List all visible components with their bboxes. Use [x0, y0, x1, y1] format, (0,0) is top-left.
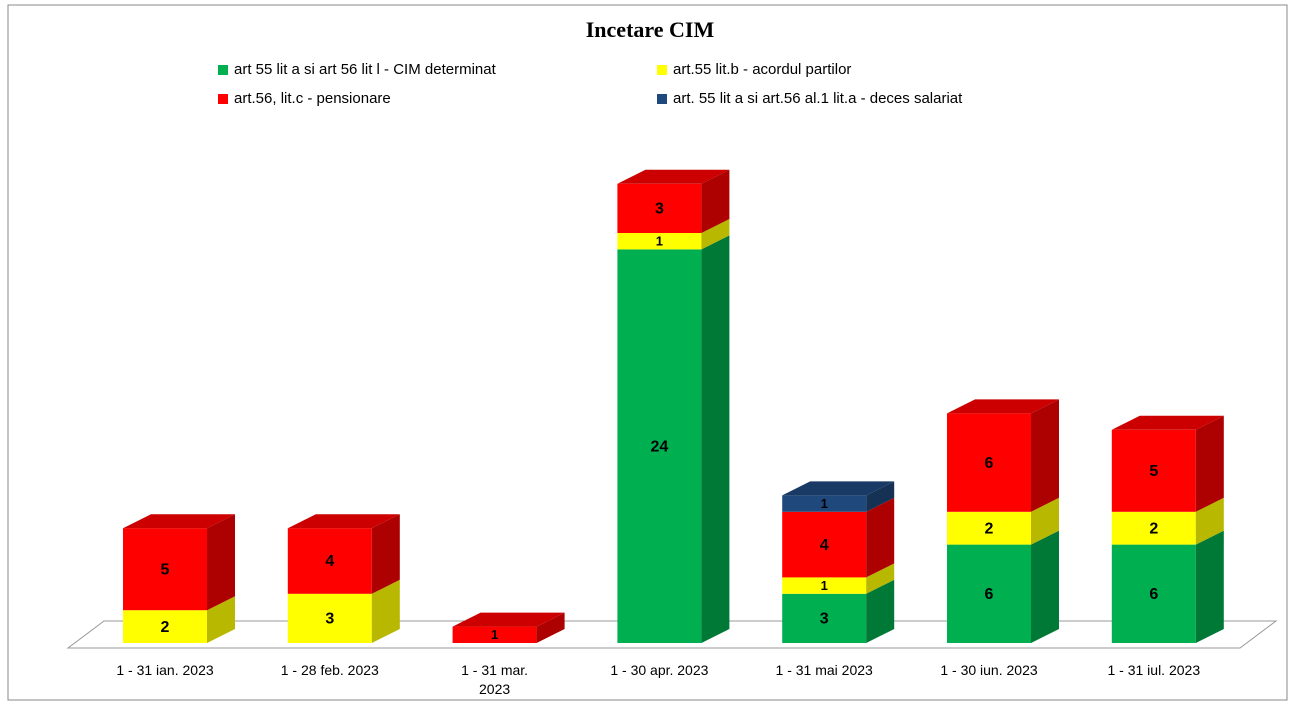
bar-side	[371, 514, 400, 594]
bar-side	[866, 579, 895, 643]
bar-segment	[1111, 544, 1196, 643]
bar-segment	[287, 528, 372, 594]
bar-side	[1031, 530, 1059, 643]
bar-segment	[452, 626, 537, 643]
x-tick-label: 1 - 28 feb. 2023	[280, 662, 379, 678]
bar-segment	[1111, 429, 1196, 512]
bar-top	[947, 399, 1059, 414]
data-label: 6	[985, 455, 994, 472]
bar-side	[1031, 497, 1059, 545]
data-label: 5	[161, 561, 170, 578]
legend-swatch	[218, 65, 228, 75]
bar-segment	[617, 233, 702, 250]
x-tick-label: 1 - 31 iul. 2023	[1107, 662, 1201, 678]
data-label: 24	[651, 438, 669, 455]
data-label: 1	[656, 234, 663, 249]
data-label: 4	[820, 537, 829, 554]
legend-label: art 55 lit a si art 56 lit l - CIM deter…	[234, 61, 497, 78]
x-tick-label: 1 - 31 ian. 2023	[116, 662, 214, 678]
bar-side	[701, 235, 730, 643]
bar-segment	[782, 495, 867, 512]
data-label: 6	[1149, 586, 1158, 603]
bar-segment	[617, 183, 702, 233]
bar-segment	[782, 593, 867, 643]
data-label: 3	[325, 611, 334, 628]
x-tick-label: 1 - 31 mar. 2023	[461, 662, 529, 697]
bar-side	[1031, 399, 1059, 512]
bar-side	[536, 612, 565, 643]
bar-side	[371, 579, 400, 643]
x-tick-label: 1 - 30 apr. 2023	[610, 662, 709, 678]
bar-top	[287, 514, 400, 529]
data-label: 3	[655, 201, 664, 218]
legend-swatch	[218, 94, 228, 104]
bar-side	[701, 219, 730, 250]
data-label: 3	[820, 611, 829, 628]
data-label: 4	[325, 553, 334, 570]
data-label: 1	[491, 627, 498, 642]
bar-segment	[947, 544, 1031, 643]
bar-side	[1195, 415, 1224, 512]
bar-side	[701, 169, 730, 233]
legend-label: art.55 lit.b - acordul partilor	[673, 61, 851, 78]
bar-side	[1195, 497, 1224, 545]
bar-segment	[287, 593, 372, 643]
bar-segment	[947, 511, 1031, 545]
x-tick-label: 1 - 31 mai 2023	[775, 662, 873, 678]
bar-segment	[123, 610, 207, 643]
bar-side	[207, 596, 235, 643]
bar-segment	[123, 528, 207, 611]
legend-label: art.56, lit.c - pensionare	[234, 90, 391, 107]
bar-top	[617, 169, 730, 184]
bar-segment	[617, 249, 702, 643]
chart-title: Incetare CIM	[586, 17, 715, 42]
bar-segment	[947, 413, 1031, 512]
bar-top	[1111, 415, 1224, 430]
data-label: 2	[1149, 520, 1158, 537]
bar-top	[123, 514, 235, 529]
data-label: 2	[985, 520, 994, 537]
data-label: 5	[1149, 463, 1158, 480]
bar-side	[207, 514, 235, 611]
bar-side	[866, 563, 895, 594]
legend-swatch	[657, 94, 667, 104]
legend-label: art. 55 lit a si art.56 al.1 lit.a - dec…	[673, 90, 963, 107]
bar-segment	[782, 577, 867, 594]
bar-side	[1195, 530, 1224, 643]
data-label: 2	[161, 619, 170, 636]
bar-side	[866, 497, 895, 578]
data-label: 1	[821, 578, 828, 593]
bar-segment	[782, 511, 867, 578]
bar-top	[452, 612, 565, 627]
legend-swatch	[657, 65, 667, 75]
bar-side	[866, 481, 895, 512]
data-label: 1	[821, 496, 828, 511]
data-label: 6	[985, 586, 994, 603]
bar-top	[782, 481, 895, 496]
x-tick-label: 1 - 30 iun. 2023	[940, 662, 1038, 678]
bar-segment	[1111, 511, 1196, 545]
